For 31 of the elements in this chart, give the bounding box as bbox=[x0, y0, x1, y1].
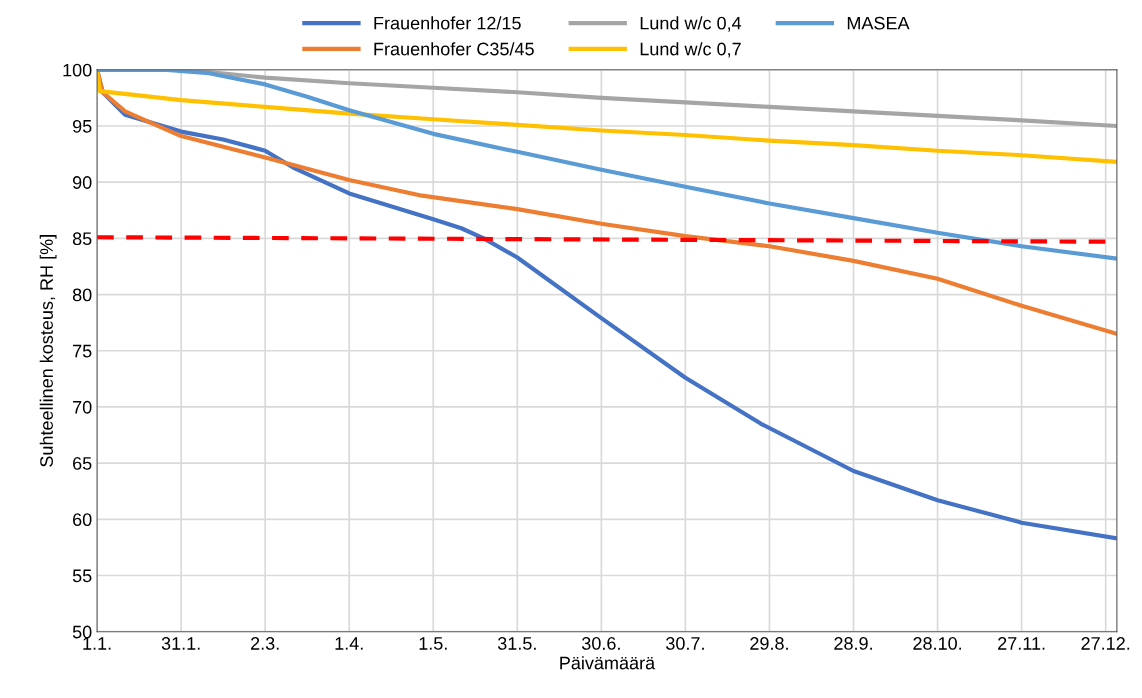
x-tick-label: 31.1. bbox=[161, 637, 200, 650]
y-tick-label: 85 bbox=[72, 232, 92, 246]
x-tick-label: 30.6. bbox=[581, 637, 620, 650]
y-tick-label: 50 bbox=[72, 625, 92, 639]
legend-label: Lund w/c 0,4 bbox=[640, 16, 742, 32]
x-tick-label: 28.9. bbox=[834, 637, 872, 650]
y-tick-label: 100 bbox=[63, 63, 92, 77]
x-tick-label: 1.5. bbox=[419, 637, 447, 650]
x-tick-label: 2.3. bbox=[251, 637, 279, 650]
x-tick-label: 31.5. bbox=[497, 637, 536, 650]
x-tick-label: 27.12. bbox=[1081, 637, 1130, 650]
x-tick-label: 1.1. bbox=[83, 637, 111, 650]
x-tick-label: 30.7. bbox=[666, 637, 704, 650]
y-tick-label: 55 bbox=[72, 569, 92, 583]
legend-label: Lund w/c 0,7 bbox=[640, 42, 741, 58]
legend-label: Frauenhofer C35/45 bbox=[374, 42, 534, 56]
legend-label: Frauenhofer 12/15 bbox=[374, 16, 521, 30]
y-tick-label: 70 bbox=[73, 400, 92, 414]
legend-label: MASEA bbox=[847, 16, 910, 30]
x-axis-title: Päivämäärä bbox=[560, 656, 656, 670]
x-tick-label: 27.11. bbox=[998, 637, 1045, 650]
y-tick-label: 80 bbox=[72, 288, 92, 302]
y-tick-label: 75 bbox=[73, 344, 92, 358]
x-tick-label: 28.10. bbox=[913, 637, 962, 650]
y-tick-label: 65 bbox=[73, 457, 92, 470]
x-tick-label: 29.8. bbox=[750, 637, 788, 650]
y-tick-label: 60 bbox=[73, 513, 92, 527]
x-tick-label: 1.4. bbox=[335, 637, 363, 650]
y-axis-title: Suhteellinen kosteus, RH [%] bbox=[39, 235, 57, 467]
y-tick-label: 95 bbox=[72, 119, 92, 133]
y-tick-label: 90 bbox=[72, 176, 92, 189]
